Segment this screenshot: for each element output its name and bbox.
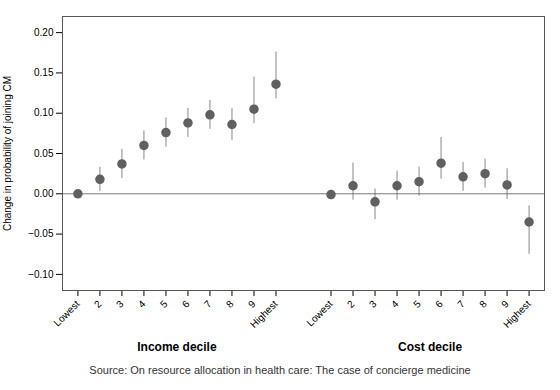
- svg-text:−0.05: −0.05: [28, 228, 54, 239]
- svg-text:7: 7: [455, 298, 467, 310]
- svg-text:0.10: 0.10: [34, 107, 54, 118]
- svg-text:7: 7: [202, 298, 214, 310]
- svg-text:3: 3: [114, 298, 126, 310]
- svg-text:2: 2: [345, 298, 357, 310]
- svg-text:Change in probability of joini: Change in probability of joining CM: [2, 76, 13, 231]
- svg-text:Income decile: Income decile: [137, 340, 217, 354]
- svg-text:8: 8: [477, 298, 489, 310]
- svg-text:Lowest: Lowest: [51, 298, 81, 328]
- svg-text:Lowest: Lowest: [305, 298, 335, 328]
- svg-text:0.00: 0.00: [34, 188, 54, 199]
- svg-text:3: 3: [367, 298, 379, 310]
- svg-text:0.15: 0.15: [34, 67, 54, 78]
- svg-text:9: 9: [499, 298, 511, 310]
- svg-text:0.20: 0.20: [34, 27, 54, 38]
- svg-text:9: 9: [246, 298, 258, 310]
- svg-text:5: 5: [411, 298, 423, 310]
- svg-text:5: 5: [158, 298, 170, 310]
- svg-text:−0.10: −0.10: [28, 269, 54, 280]
- svg-text:6: 6: [433, 298, 445, 310]
- svg-text:0.05: 0.05: [34, 148, 54, 159]
- svg-text:2: 2: [92, 298, 104, 310]
- svg-text:4: 4: [389, 298, 401, 310]
- svg-text:Cost decile: Cost decile: [398, 340, 462, 354]
- svg-text:4: 4: [136, 298, 148, 310]
- svg-text:8: 8: [224, 298, 236, 310]
- svg-text:6: 6: [180, 298, 192, 310]
- svg-text:Highest: Highest: [501, 298, 533, 330]
- html-text:Source: On resource allocation: Source: On resource allocation in health…: [89, 364, 471, 376]
- svg-text:Highest: Highest: [248, 298, 280, 330]
